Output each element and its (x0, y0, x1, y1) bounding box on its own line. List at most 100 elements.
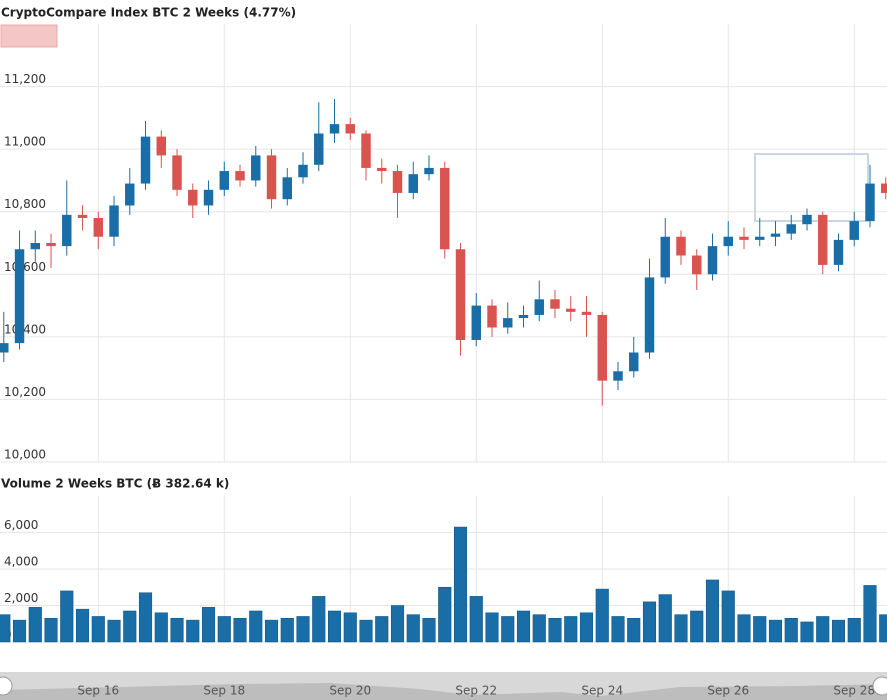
volume-bar (705, 579, 720, 643)
candle-body (503, 318, 513, 328)
candle-body (282, 177, 292, 200)
volume-bar (280, 618, 294, 643)
volume-bar (469, 596, 483, 643)
candle-body (818, 214, 828, 265)
candle-body (786, 224, 796, 234)
candle-body (660, 236, 670, 278)
candle-body (77, 214, 88, 218)
candle-body (251, 155, 261, 181)
candle-body (329, 124, 340, 134)
candle-body (676, 236, 686, 256)
volume-bar (296, 616, 310, 643)
navigator-series (0, 683, 887, 700)
candle-body (156, 136, 166, 156)
volume-bar (60, 590, 74, 643)
candle-body (0, 343, 9, 353)
candle-body (566, 308, 576, 312)
candle-body (707, 246, 718, 275)
candle-body (487, 305, 497, 328)
y-tick-label: 10,800 (4, 197, 46, 211)
candle-body (849, 221, 859, 240)
volume-bar (44, 618, 58, 643)
volume-bar (721, 590, 735, 643)
volume-bar (737, 614, 751, 643)
y-tick-label: 10,600 (4, 260, 46, 274)
candle-body (534, 299, 544, 315)
volume-bar (816, 616, 830, 643)
y-tick-label: 4,000 (4, 555, 38, 569)
volume-bar (422, 618, 436, 643)
volume-bar (642, 601, 657, 643)
x-tick-label: Sep 26 (707, 684, 749, 698)
navigator[interactable]: Sep 16 Sep 18 Sep 20 Sep 22 Sep 24 Sep 26 Sep … (0, 672, 887, 700)
volume-bar (485, 612, 499, 643)
volume-bar (501, 616, 515, 643)
candle-body (581, 311, 592, 315)
volume-bar (627, 618, 641, 643)
volume-bar (453, 526, 468, 643)
candle-body (692, 255, 702, 275)
x-tick-label: Sep 28 (833, 684, 875, 698)
volume-bar (343, 612, 357, 643)
volume-bar (406, 614, 420, 643)
candle-body (109, 205, 119, 237)
candle-body (298, 164, 308, 178)
candle-body (881, 183, 887, 193)
candle-body (613, 371, 623, 381)
x-tick-label: Sep 22 (455, 684, 497, 698)
candle-body (440, 167, 450, 250)
candle-body (770, 233, 781, 237)
candle-body (455, 249, 466, 340)
candle-body (188, 189, 198, 206)
navigator-handle[interactable] (0, 676, 13, 696)
volume-bar (359, 619, 373, 643)
candle-body (314, 133, 324, 165)
candle-body (345, 124, 355, 134)
y-tick-label: 10,000 (4, 448, 46, 462)
candle-body (802, 214, 812, 225)
candle-body (644, 277, 655, 353)
x-tick-label: Sep 16 (77, 684, 119, 698)
volume-bar (249, 610, 263, 643)
candle-body (377, 167, 387, 172)
range-button[interactable] (0, 24, 58, 48)
candle-body (172, 155, 182, 190)
volume-bar (217, 616, 231, 643)
candle-body (14, 249, 25, 344)
volume-bar (516, 610, 531, 643)
volume-bar (831, 619, 846, 643)
volume-bar (201, 607, 216, 643)
candle-body (235, 171, 245, 181)
navigator-handle[interactable] (872, 676, 887, 696)
volume-bar (690, 610, 704, 643)
volume-bar (91, 616, 105, 643)
volume-bar (658, 594, 672, 643)
y-tick-label: 6,000 (4, 518, 38, 532)
candle-body (629, 352, 639, 372)
volume-bar (233, 618, 247, 643)
candle-body (424, 167, 434, 175)
volume-bar (611, 616, 625, 643)
volume-bar (327, 610, 342, 643)
y-tick-label: 10,400 (4, 322, 46, 336)
y-tick-label: 2,000 (4, 591, 38, 605)
y-tick-label: 11,200 (4, 72, 46, 86)
candle-body (46, 243, 56, 247)
candle-body (203, 189, 214, 206)
candle-body (723, 236, 733, 247)
candle-body (550, 299, 560, 309)
volume-bar (138, 592, 153, 643)
volume-bar (800, 621, 814, 643)
volume-bar (784, 618, 798, 643)
candle-body (597, 314, 607, 381)
volume-bar (107, 619, 121, 643)
candle-body (219, 171, 229, 190)
candle-body (739, 236, 749, 240)
volume-bar (564, 616, 578, 643)
volume-bar (438, 587, 452, 643)
volume-bar (154, 612, 168, 643)
volume-bar (579, 612, 594, 643)
volume-bar (375, 616, 389, 643)
candle-body (125, 183, 135, 206)
